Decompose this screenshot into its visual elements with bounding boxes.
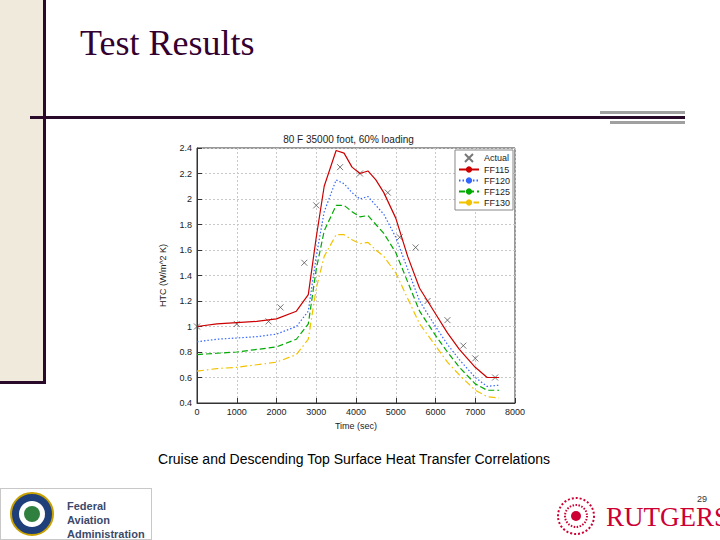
svg-text:1.4: 1.4 xyxy=(179,271,192,281)
svg-text:Time (sec): Time (sec) xyxy=(335,421,377,431)
svg-text:5000: 5000 xyxy=(386,407,406,417)
svg-text:1.6: 1.6 xyxy=(179,245,192,255)
svg-text:FF115: FF115 xyxy=(484,165,509,175)
svg-text:0.8: 0.8 xyxy=(179,347,192,357)
html-text:Federal Aviation Administratio: Federal Aviation Administration xyxy=(67,500,145,540)
svg-text:0.4: 0.4 xyxy=(179,398,192,408)
svg-text:3000: 3000 xyxy=(306,407,326,417)
svg-text:2000: 2000 xyxy=(266,407,286,417)
svg-text:FF130: FF130 xyxy=(484,198,510,208)
svg-text:1: 1 xyxy=(187,322,192,332)
svg-text:HTC (W/m^2 K): HTC (W/m^2 K) xyxy=(158,244,168,307)
svg-text:2.4: 2.4 xyxy=(179,143,192,153)
svg-text:1000: 1000 xyxy=(227,407,247,417)
html-text:Cruise and Descending Top Surf: Cruise and Descending Top Surface Heat T… xyxy=(158,451,550,467)
html-text:Test Results: Test Results xyxy=(80,23,255,63)
svg-text:80 F 35000 foot, 60% loading: 80 F 35000 foot, 60% loading xyxy=(283,134,414,145)
svg-text:FF120: FF120 xyxy=(484,176,510,186)
svg-text:4000: 4000 xyxy=(346,407,366,417)
svg-text:0.6: 0.6 xyxy=(179,373,192,383)
svg-text:1.2: 1.2 xyxy=(179,296,192,306)
html-text:29: 29 xyxy=(697,494,707,504)
svg-text:1.8: 1.8 xyxy=(179,220,192,230)
svg-text:2.2: 2.2 xyxy=(179,169,192,179)
svg-text:8000: 8000 xyxy=(505,407,525,417)
svg-text:Actual: Actual xyxy=(484,153,509,163)
svg-text:2: 2 xyxy=(187,194,192,204)
svg-text:0: 0 xyxy=(194,407,199,417)
svg-text:6000: 6000 xyxy=(425,407,445,417)
svg-text:7000: 7000 xyxy=(465,407,485,417)
svg-text:FF125: FF125 xyxy=(484,187,510,197)
